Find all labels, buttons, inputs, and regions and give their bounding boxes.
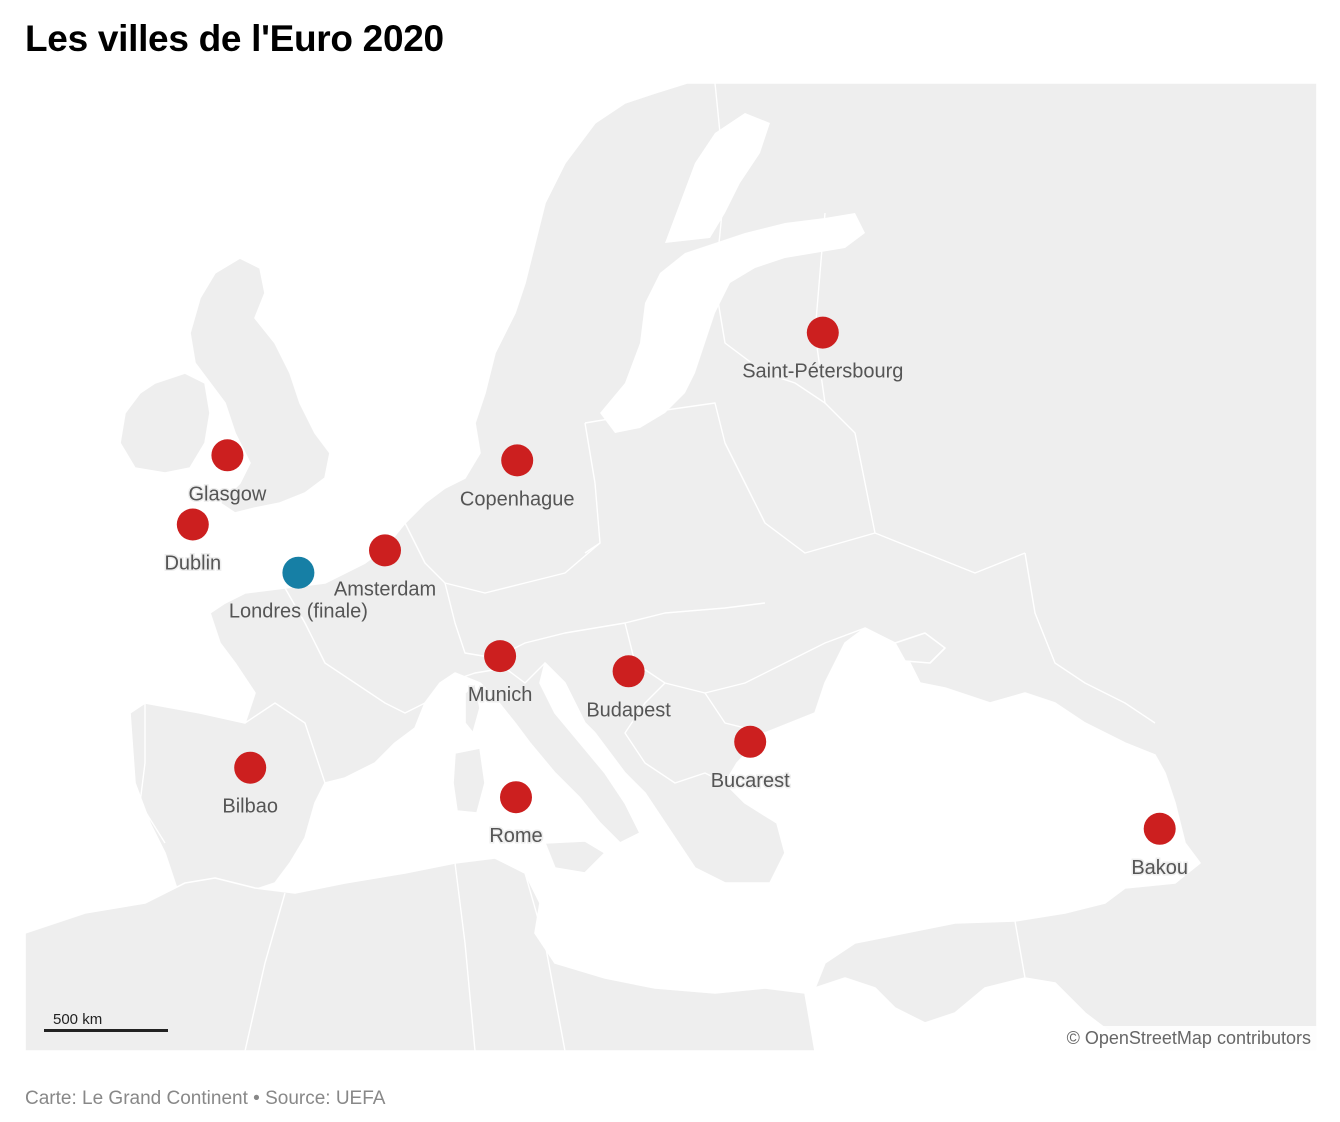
landmass-ireland: [119, 372, 211, 474]
landmass-great-britain: [189, 257, 331, 514]
city-marker-londres-finale[interactable]: [282, 556, 315, 589]
scale-label: 500 km: [53, 1011, 103, 1028]
footer-separator: •: [253, 1088, 260, 1109]
europe-map[interactable]: Saint-Pétersbourg Glasgow Copenhague Dublin…: [25, 83, 1317, 1051]
city-marker-budapest[interactable]: [612, 655, 645, 688]
city-labels: Saint-Pétersbourg Glasgow Copenhague Dublin…: [163, 359, 1190, 880]
landmass-eurasia: [129, 83, 1317, 1051]
city-marker-glasgow[interactable]: [211, 439, 244, 472]
city-marker-bakou[interactable]: [1143, 812, 1176, 845]
page-title: Les villes de l'Euro 2020: [25, 18, 444, 59]
gulf-of-bothnia: [665, 113, 770, 243]
city-marker-rome[interactable]: [500, 781, 532, 814]
city-marker-dublin[interactable]: [176, 508, 209, 541]
city-label-londres-finale: Londres (finale): [229, 601, 368, 623]
city-marker-bilbao[interactable]: [234, 751, 267, 784]
landmasses: [25, 83, 1317, 1051]
city-label-budapest: Budapest: [586, 699, 671, 721]
footer-credits: Carte: Le Grand Continent • Source: UEFA: [25, 1088, 385, 1110]
city-marker-copenhague[interactable]: [501, 444, 534, 477]
city-label-bakou: Bakou: [1131, 857, 1188, 879]
city-marker-bucarest[interactable]: [734, 725, 767, 758]
city-label-copenhague: Copenhague: [460, 488, 575, 510]
city-marker-munich[interactable]: [484, 640, 517, 673]
city-label-glasgow: Glasgow: [188, 483, 266, 505]
landmass-north-africa: [25, 857, 816, 1051]
landmass-sicily: [544, 840, 606, 874]
landmass-crimea: [894, 632, 946, 664]
city-label-amsterdam: Amsterdam: [334, 578, 436, 600]
footer-source: Source: UEFA: [265, 1088, 386, 1109]
baltic-sea: [600, 213, 865, 433]
city-label-rome: Rome: [489, 825, 542, 847]
scale-bar: 500 km: [44, 1008, 170, 1032]
city-markers[interactable]: [176, 316, 1176, 845]
city-label-saint-petersbourg: Saint-Pétersbourg: [742, 361, 903, 383]
map-area[interactable]: Saint-Pétersbourg Glasgow Copenhague Dublin…: [25, 83, 1317, 1051]
city-label-dublin: Dublin: [164, 553, 221, 575]
footer-credit: Carte: Le Grand Continent: [25, 1088, 248, 1109]
landmass-sardinia: [452, 747, 486, 814]
city-label-munich: Munich: [468, 684, 532, 706]
scale-line: [44, 1029, 168, 1032]
map-attribution[interactable]: © OpenStreetMap contributors: [1060, 1026, 1317, 1051]
city-label-bilbao: Bilbao: [222, 796, 278, 818]
city-marker-amsterdam[interactable]: [369, 534, 401, 567]
city-marker-saint-petersbourg[interactable]: [806, 316, 839, 349]
landmass-corsica: [464, 682, 481, 734]
city-label-bucarest: Bucarest: [711, 770, 790, 792]
